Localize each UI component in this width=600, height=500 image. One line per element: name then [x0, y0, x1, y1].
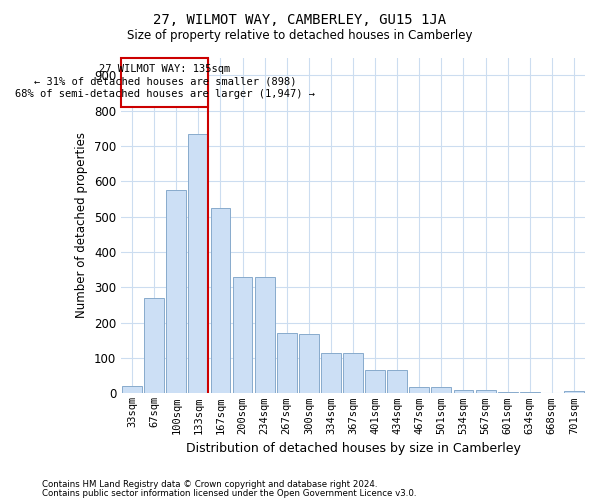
- Bar: [122, 386, 142, 394]
- Bar: [498, 392, 518, 394]
- Y-axis label: Number of detached properties: Number of detached properties: [76, 132, 88, 318]
- FancyBboxPatch shape: [121, 58, 208, 107]
- Text: 68% of semi-detached houses are larger (1,947) →: 68% of semi-detached houses are larger (…: [15, 90, 315, 100]
- Bar: [321, 352, 341, 394]
- Bar: [211, 208, 230, 394]
- Bar: [343, 352, 363, 394]
- Bar: [387, 370, 407, 394]
- Bar: [365, 370, 385, 394]
- Bar: [144, 298, 164, 394]
- Bar: [520, 392, 540, 394]
- Bar: [564, 390, 584, 394]
- Text: ← 31% of detached houses are smaller (898): ← 31% of detached houses are smaller (89…: [34, 76, 296, 86]
- X-axis label: Distribution of detached houses by size in Camberley: Distribution of detached houses by size …: [185, 442, 520, 455]
- Text: Contains public sector information licensed under the Open Government Licence v3: Contains public sector information licen…: [42, 488, 416, 498]
- Bar: [476, 390, 496, 394]
- Text: Contains HM Land Registry data © Crown copyright and database right 2024.: Contains HM Land Registry data © Crown c…: [42, 480, 377, 489]
- Bar: [188, 134, 208, 394]
- Bar: [255, 278, 275, 394]
- Bar: [409, 387, 429, 394]
- Text: 27, WILMOT WAY, CAMBERLEY, GU15 1JA: 27, WILMOT WAY, CAMBERLEY, GU15 1JA: [154, 12, 446, 26]
- Bar: [277, 334, 296, 394]
- Bar: [166, 190, 186, 394]
- Bar: [431, 387, 451, 394]
- Text: 27 WILMOT WAY: 135sqm: 27 WILMOT WAY: 135sqm: [99, 64, 230, 74]
- Bar: [233, 278, 253, 394]
- Bar: [299, 334, 319, 394]
- Bar: [454, 390, 473, 394]
- Text: Size of property relative to detached houses in Camberley: Size of property relative to detached ho…: [127, 28, 473, 42]
